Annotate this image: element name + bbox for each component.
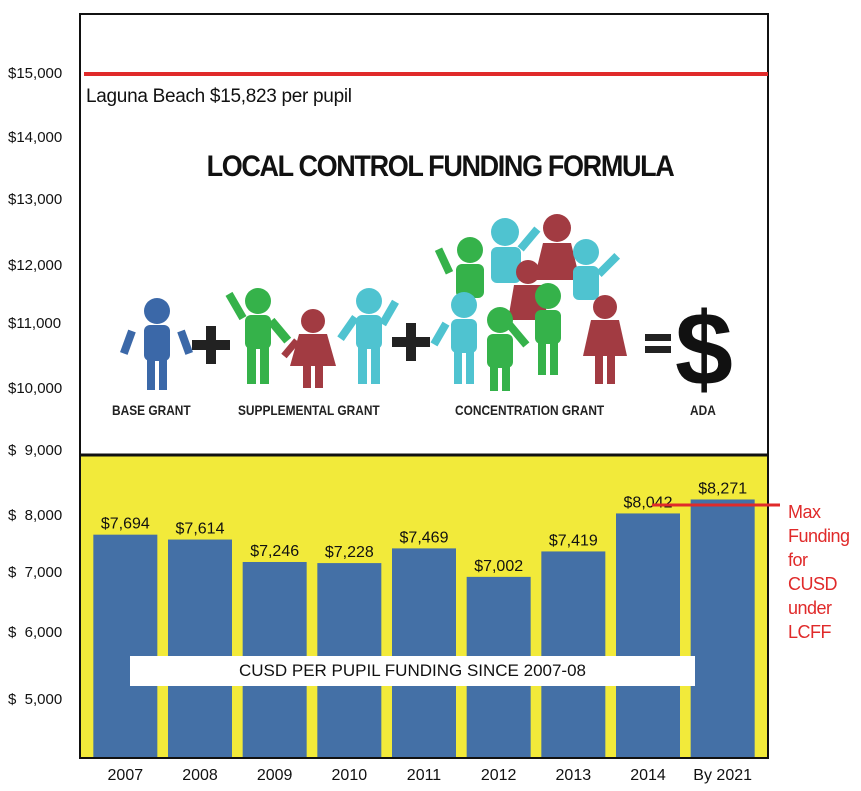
- bar-value-label: $7,469: [400, 529, 449, 546]
- y-tick-label: $15,000: [8, 65, 63, 82]
- equals-icon: [645, 334, 671, 353]
- bar-value-label: $7,246: [250, 543, 299, 560]
- bars-group: [93, 499, 755, 757]
- max-funding-label-line: under: [788, 598, 832, 618]
- green-figure-icon: [225, 288, 292, 384]
- supplemental-grant-label: SUPPLEMENTAL GRANT: [238, 402, 380, 418]
- dollar-sign-icon: $: [675, 292, 733, 408]
- max-funding-label-line: for CUSD: [788, 550, 838, 594]
- y-tick-label: $13,000: [8, 191, 63, 208]
- chart-title-banner: CUSD PER PUPIL FUNDING SINCE 2007-08: [130, 656, 695, 686]
- cyan-figure-icon: [337, 288, 399, 384]
- bar-value-label: $7,228: [325, 544, 374, 561]
- bar-by-2021: [690, 499, 755, 757]
- y-tick-label: $ 6,000: [8, 624, 63, 641]
- y-tick-label: $ 8,000: [8, 507, 63, 524]
- bar-2013: [541, 551, 606, 757]
- concentration-figures: [430, 214, 627, 391]
- x-tick-label: By 2021: [693, 767, 752, 784]
- bar-value-label: $7,614: [176, 521, 225, 538]
- bar-value-labels: $7,694 $7,614 $7,246 $7,228 $7,469 $7,002 $7,4…: [101, 480, 747, 574]
- x-tick-label: 2010: [332, 767, 368, 784]
- plus-icon: [192, 326, 230, 364]
- x-axis-ticks: 2007 2008 2009 2010 2011 2012 2013 2014 By 2021: [108, 767, 753, 784]
- y-tick-label: $11,000: [8, 315, 62, 332]
- blue-figure-icon: [120, 298, 193, 390]
- base-grant-label: BASE GRANT: [112, 402, 191, 418]
- bar-value-label: $7,419: [549, 532, 598, 549]
- max-funding-label-line: Funding: [788, 526, 850, 546]
- chart-title: CUSD PER PUPIL FUNDING SINCE 2007-08: [238, 661, 587, 680]
- people-figures: $: [120, 214, 733, 408]
- plus-icon: [392, 323, 430, 361]
- red-figure-icon: [281, 309, 336, 388]
- y-tick-label: $10,000: [8, 380, 63, 397]
- y-tick-label: $ 7,000: [8, 564, 63, 581]
- bar-value-label: $7,694: [101, 516, 150, 533]
- x-tick-label: 2009: [257, 767, 293, 784]
- bar-2008: [168, 539, 232, 757]
- y-tick-label: $ 9,000: [8, 442, 63, 459]
- x-tick-label: 2014: [630, 767, 666, 784]
- bar-2011: [392, 548, 456, 757]
- max-funding-label: Max Funding for CUSD under LCFF: [788, 500, 858, 644]
- y-tick-label: $12,000: [8, 257, 63, 274]
- laguna-beach-label: Laguna Beach $15,823 per pupil: [86, 86, 352, 107]
- bar-2007: [93, 534, 158, 757]
- x-tick-label: 2008: [182, 767, 218, 784]
- infographic-panel: [79, 13, 769, 456]
- x-tick-label: 2012: [481, 767, 517, 784]
- x-tick-label: 2007: [108, 767, 144, 784]
- bar-value-label: $8,271: [698, 480, 747, 497]
- x-tick-label: 2011: [407, 767, 442, 784]
- x-tick-label: 2013: [556, 767, 592, 784]
- y-tick-label: $14,000: [8, 129, 63, 146]
- bar-2014: [616, 513, 680, 757]
- max-funding-label-line: Max: [788, 502, 821, 522]
- concentration-grant-label: CONCENTRATION GRANT: [455, 402, 605, 418]
- infographic-title: LOCAL CONTROL FUNDING FORMULA: [206, 150, 675, 183]
- max-funding-label-line: LCFF: [788, 622, 832, 642]
- y-tick-label: $ 5,000: [8, 691, 63, 708]
- ada-label: ADA: [690, 402, 716, 418]
- bar-value-label: $8,042: [624, 494, 673, 511]
- bar-value-label: $7,002: [474, 558, 523, 575]
